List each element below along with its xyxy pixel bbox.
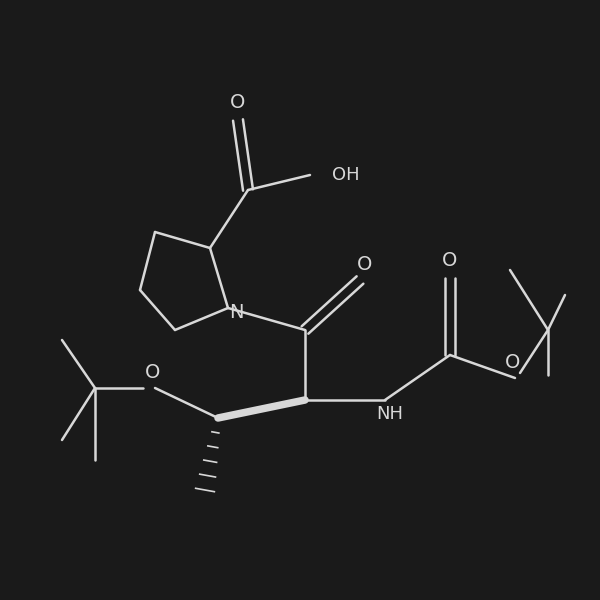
Text: O: O — [505, 352, 521, 371]
Text: OH: OH — [332, 166, 359, 184]
Text: O: O — [442, 251, 458, 269]
Text: O: O — [230, 92, 245, 112]
Text: NH: NH — [377, 405, 404, 423]
Text: O: O — [358, 256, 373, 275]
Text: O: O — [145, 362, 161, 382]
Text: N: N — [229, 304, 243, 323]
